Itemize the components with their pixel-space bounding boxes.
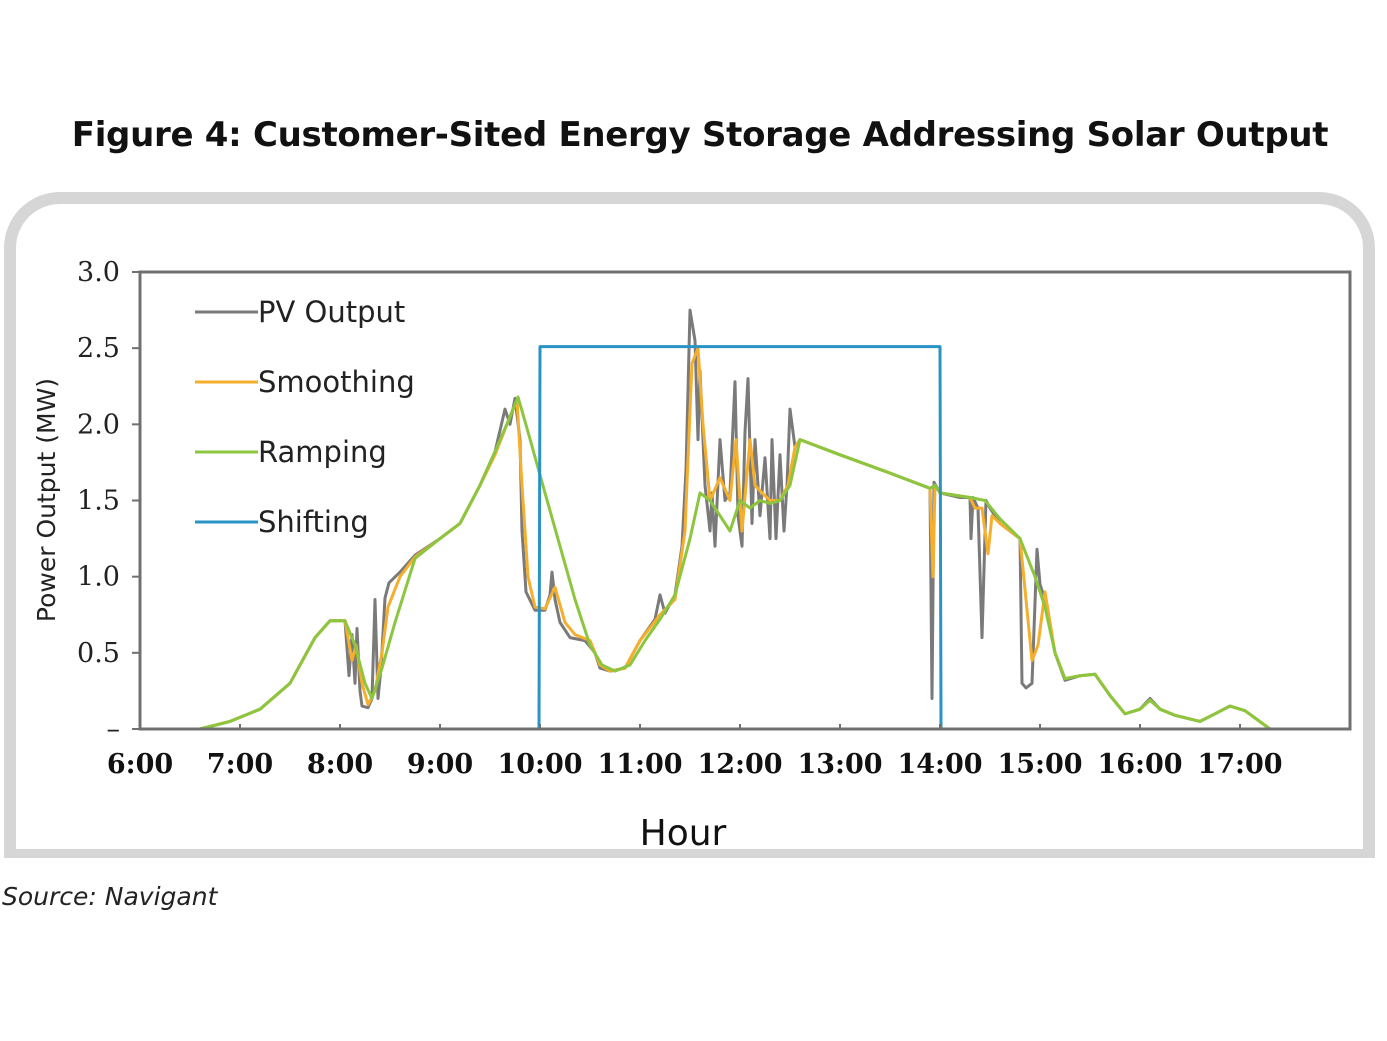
figure-title: Figure 4: Customer-Sited Energy Storage … [71,115,1329,155]
x-tick-label: 6:00 [107,749,173,780]
x-tick-label: 15:00 [997,749,1082,780]
x-tick-label: 17:00 [1197,749,1282,780]
y-tick-label: 2.0 [77,409,120,440]
x-tick-label: 12:00 [697,749,782,780]
x-tick-label: 11:00 [597,749,682,780]
y-tick-label: 1.5 [77,486,120,517]
y-tick-label: 2.5 [77,333,120,364]
x-axis-label: Hour [640,813,727,854]
y-tick-label: – [107,714,121,745]
legend-label-ramping: Ramping [258,435,387,469]
legend-label-shifting: Shifting [258,505,369,539]
x-tick-label: 14:00 [897,749,982,780]
legend: PV Output Smoothing Ramping Shifting [195,295,415,539]
x-tick-label: 13:00 [797,749,882,780]
x-tick-label: 8:00 [307,749,373,780]
legend-label-smoothing: Smoothing [258,365,415,399]
series-line-pv-output [198,308,1272,731]
x-tick-label: 10:00 [497,749,582,780]
y-tick-label: 3.0 [77,257,120,288]
series-line-ramping [198,395,1272,731]
chart-frame [4,192,1375,858]
y-axis-label: Power Output (MW) [32,378,61,622]
y-tick-label: 0.5 [77,638,120,669]
x-tick-label: 7:00 [207,749,273,780]
x-tick-label: 16:00 [1097,749,1182,780]
y-tick-label: 1.0 [77,562,120,593]
legend-label-pv-output: PV Output [258,295,405,329]
axes: – 0.5 1.0 1.5 2.0 2.5 3.0 6:00 7:00 8:00 9:00 10:00… [32,257,1352,854]
x-tick-label: 9:00 [407,749,473,780]
source-note: Source: Navigant [2,882,218,911]
